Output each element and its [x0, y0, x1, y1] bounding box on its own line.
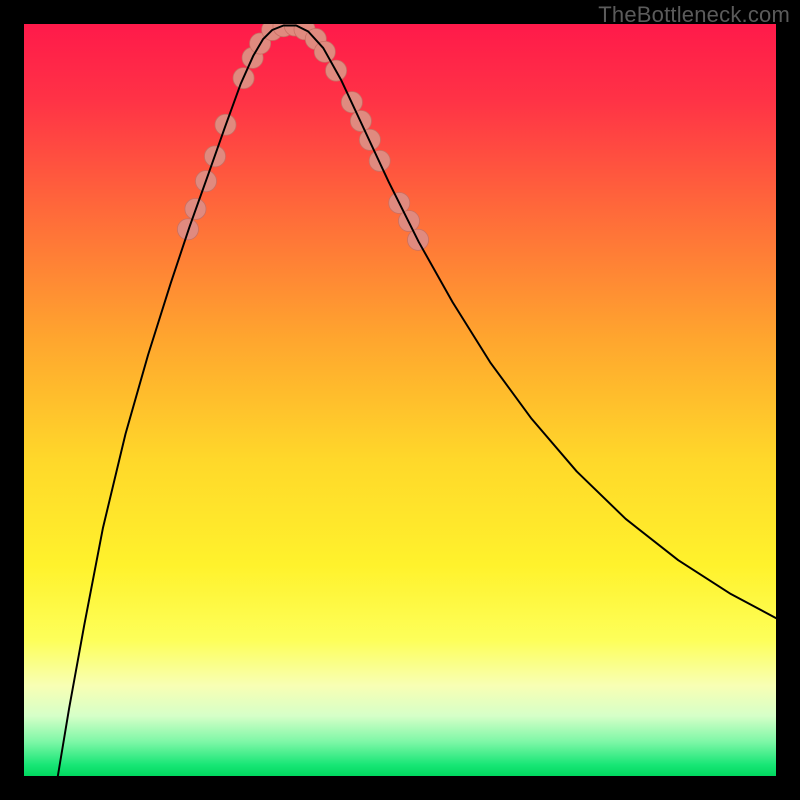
watermark-text: TheBottleneck.com	[598, 2, 790, 28]
plot-svg	[24, 24, 776, 776]
gradient-background	[24, 24, 776, 776]
plot-area	[24, 24, 776, 776]
figure-root: TheBottleneck.com	[0, 0, 800, 800]
